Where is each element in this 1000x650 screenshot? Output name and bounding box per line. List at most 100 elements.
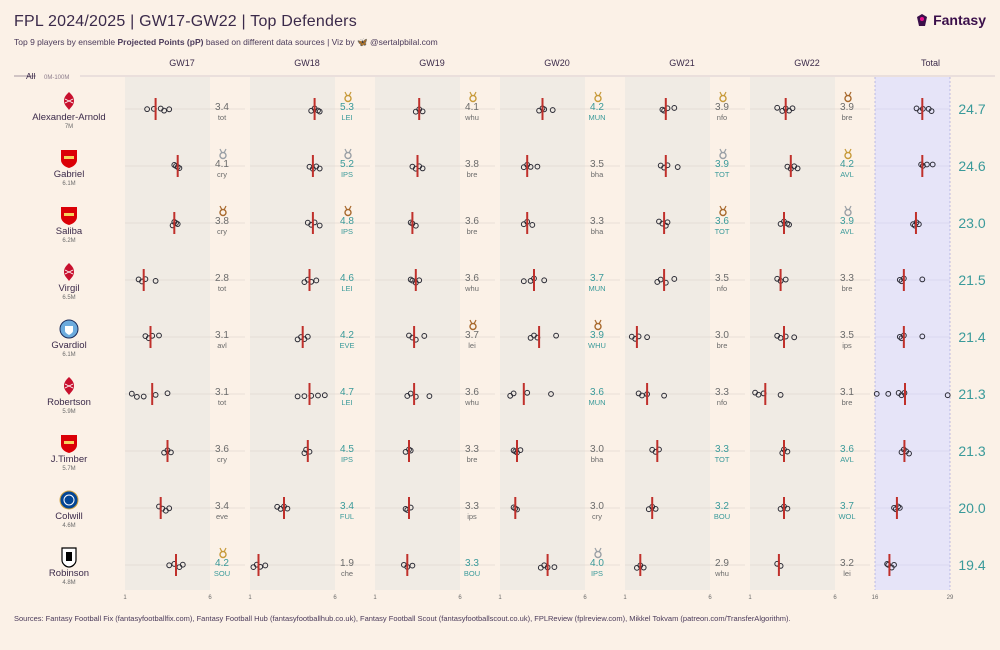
gw-value: 5.3 (340, 102, 354, 113)
silver-medal-icon (344, 151, 352, 160)
gw-opponent: ips (842, 341, 852, 350)
butterfly-icon: 🦋 (357, 37, 368, 47)
column-band (750, 77, 835, 590)
gw-value: 4.1 (215, 159, 229, 170)
data-point (520, 278, 527, 285)
arsenal-cannon-icon (64, 156, 74, 159)
data-point (553, 332, 559, 339)
column-header: GW19 (419, 58, 445, 68)
gw-value: 3.9 (590, 330, 604, 341)
gw-opponent: tot (218, 398, 227, 407)
data-point (316, 108, 323, 115)
gw-opponent: tot (218, 284, 227, 293)
column-header: GW22 (794, 58, 820, 68)
gw-value: 3.9 (840, 216, 854, 227)
gw-value: 4.2 (840, 159, 854, 170)
data-point (152, 278, 159, 284)
axis-tick-label: 6 (333, 595, 337, 601)
data-point (156, 332, 162, 339)
total-value: 23.0 (958, 215, 985, 231)
gw-value: 3.4 (215, 501, 229, 512)
gold-medal-icon (219, 550, 227, 559)
gw-value: 3.5 (590, 159, 604, 170)
gw-value: 4.7 (340, 387, 354, 398)
data-point (782, 276, 789, 283)
gw-opponent: MUN (588, 284, 605, 293)
player-price: 6.1M (62, 181, 75, 187)
gw-opponent: whu (714, 569, 729, 578)
total-value: 19.4 (958, 557, 985, 573)
gw-value: 4.2 (590, 102, 604, 113)
player-name: Gabriel (54, 169, 85, 180)
gw-opponent: LEI (341, 113, 352, 122)
gw-value: 3.6 (840, 444, 854, 455)
column-header: GW18 (294, 58, 320, 68)
total-value: 20.0 (958, 500, 985, 516)
gw-opponent: bre (842, 284, 853, 293)
gw-opponent: AVL (840, 227, 854, 236)
gw-value: 3.9 (840, 102, 854, 113)
gw-value: 3.5 (840, 330, 854, 341)
gw-opponent: LEI (341, 398, 352, 407)
gw-value: 3.5 (715, 273, 729, 284)
data-point (144, 106, 151, 113)
gw-opponent: cry (592, 512, 602, 521)
gw-value: 4.2 (215, 558, 229, 569)
data-point (929, 161, 936, 168)
gw-opponent: tot (218, 113, 227, 122)
data-point (128, 390, 135, 397)
data-point (510, 390, 517, 397)
data-point (944, 392, 951, 399)
data-point (529, 222, 536, 228)
axis-tick-label: 6 (208, 595, 212, 601)
gw-value: 5.2 (340, 159, 354, 170)
axis-tick-label: 1 (623, 595, 627, 601)
subtitle-handle: @sertalpbilal.com (370, 37, 438, 47)
gw-value: 3.6 (215, 444, 229, 455)
gw-opponent: whu (464, 398, 479, 407)
gold-medal-icon (719, 94, 727, 103)
subtitle: Top 9 players by ensemble Projected Poin… (14, 37, 438, 48)
gw-opponent: bre (842, 398, 853, 407)
player-name: Gvardiol (51, 340, 86, 351)
data-point (534, 163, 541, 170)
gw-value: 3.0 (590, 444, 604, 455)
gw-value: 3.1 (840, 387, 854, 398)
gw-opponent: IPS (341, 170, 353, 179)
data-point (421, 333, 428, 339)
mancity-shield-icon (65, 326, 73, 335)
silver-medal-icon (219, 151, 227, 160)
data-point (774, 104, 781, 111)
total-value: 21.4 (958, 329, 985, 345)
gw-value: 3.4 (215, 102, 229, 113)
gw-value: 4.1 (465, 102, 479, 113)
data-point (791, 334, 798, 341)
data-point (294, 393, 301, 400)
liverpool-crest-detail (64, 383, 74, 389)
player-name: Virgil (59, 283, 80, 294)
data-point (924, 161, 930, 168)
column-header: GW20 (544, 58, 570, 68)
chelsea-lion-icon (63, 494, 75, 506)
gw-opponent: bha (591, 227, 604, 236)
total-value: 24.7 (958, 101, 985, 117)
data-point (639, 392, 645, 399)
gw-value: 4.8 (340, 216, 354, 227)
gw-opponent: ips (467, 512, 477, 521)
data-point (164, 390, 171, 397)
gw-opponent: BOU (714, 512, 730, 521)
player-name: Robertson (47, 397, 91, 408)
gw-opponent: MUN (588, 113, 605, 122)
gw-opponent: cry (217, 227, 227, 236)
column-header: GW21 (669, 58, 695, 68)
data-point (671, 276, 678, 282)
filter-label: All (26, 71, 36, 81)
data-point (315, 392, 321, 399)
data-point (891, 561, 897, 568)
data-point (304, 333, 311, 340)
gw-value: 3.7 (840, 501, 854, 512)
player-name: Saliba (56, 226, 83, 237)
player-price: 6.2M (62, 238, 75, 244)
data-point (919, 333, 926, 340)
data-point (671, 105, 678, 111)
